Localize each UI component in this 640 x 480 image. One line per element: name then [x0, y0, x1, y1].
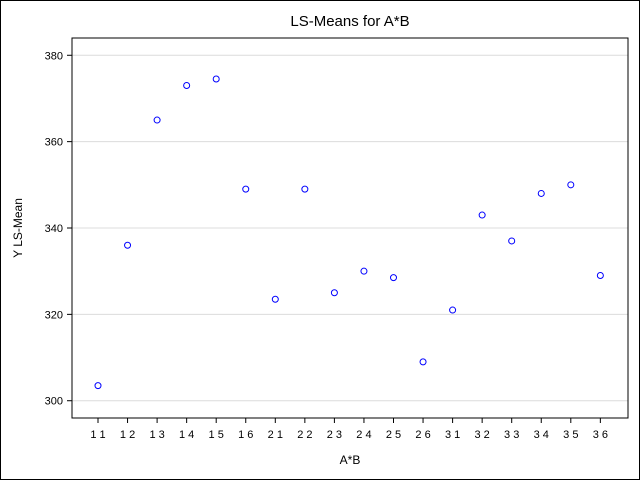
data-point — [360, 267, 368, 275]
x-tick-label: 2 2 — [297, 429, 312, 441]
data-point — [124, 241, 132, 249]
data-point — [478, 211, 486, 219]
data-point — [449, 306, 457, 314]
x-tick-label: 3 6 — [593, 429, 608, 441]
x-axis-label: A*B — [340, 453, 361, 467]
y-tick-label: 340 — [45, 223, 63, 235]
x-tick-label: 1 3 — [149, 429, 164, 441]
y-axis: 300 320 340 360 380 — [45, 50, 72, 408]
x-tick-label: 1 5 — [209, 429, 224, 441]
data-points — [94, 75, 604, 390]
x-tick-label: 2 3 — [327, 429, 342, 441]
y-axis-label: Y LS-Mean — [11, 198, 25, 258]
y-tick-label: 360 — [45, 137, 63, 149]
grid-layer — [72, 54, 628, 402]
data-point — [94, 382, 102, 390]
chart-title: LS-Means for A*B — [290, 13, 409, 30]
x-tick-label: 2 4 — [356, 429, 371, 441]
x-tick-label: 3 5 — [563, 429, 578, 441]
x-tick-label: 1 2 — [120, 429, 135, 441]
data-point — [508, 237, 516, 245]
data-point — [537, 189, 545, 197]
x-tick-label: 3 2 — [475, 429, 490, 441]
x-tick-label: 3 3 — [504, 429, 519, 441]
x-tick-label: 1 4 — [179, 429, 194, 441]
data-point — [212, 75, 220, 83]
x-tick-label: 2 6 — [415, 429, 430, 441]
x-tick-label: 3 1 — [445, 429, 460, 441]
x-tick-label: 1 6 — [238, 429, 253, 441]
data-point — [271, 295, 279, 303]
data-point — [242, 185, 250, 193]
x-tick-label: 2 5 — [386, 429, 401, 441]
y-tick-label: 300 — [45, 396, 63, 408]
data-point — [153, 116, 161, 124]
y-tick-label: 320 — [45, 309, 63, 321]
x-tick-label: 3 4 — [534, 429, 549, 441]
x-axis: 1 1 1 2 1 3 1 4 1 5 1 6 2 1 2 2 2 3 2 4 2 5 2 6 3 1 3… — [90, 418, 608, 441]
x-tick-label: 1 1 — [90, 429, 105, 441]
x-tick-label: 2 1 — [268, 429, 283, 441]
data-point — [567, 181, 575, 189]
y-tick-label: 380 — [45, 50, 63, 62]
data-point — [301, 185, 309, 193]
data-point — [183, 82, 191, 89]
data-point — [330, 289, 338, 297]
data-point — [596, 272, 604, 279]
data-point — [390, 274, 397, 282]
data-point — [419, 358, 427, 366]
